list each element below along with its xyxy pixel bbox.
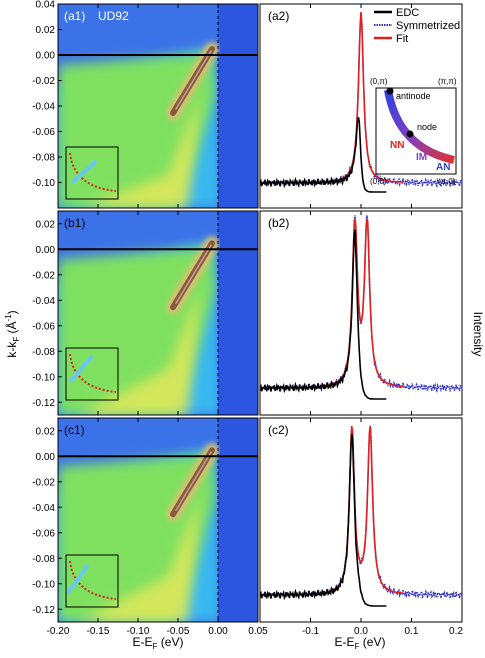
x-tick-label: 0.1 [405, 626, 419, 637]
y-tick-label: -0.10 [32, 178, 55, 189]
region-label-im: IM [416, 152, 427, 163]
map-image [58, 418, 258, 622]
sample-label: UD92 [98, 9, 129, 23]
bz-label: node [417, 122, 437, 132]
panel-label: (b1) [64, 216, 85, 230]
node-marker [406, 130, 414, 138]
y-tick-label: -0.10 [32, 579, 55, 590]
legend-label: Symmetrized [396, 20, 460, 32]
y-tick-label: -0.04 [32, 102, 55, 113]
antinode-marker [386, 87, 394, 95]
x-tick-label: -0.05 [167, 626, 190, 637]
x-tick-label: -0.15 [87, 626, 110, 637]
above-ef-region [218, 211, 258, 415]
y-tick-label: 0.00 [36, 51, 56, 62]
x-tick-label: 0.00 [208, 626, 228, 637]
y-tick-label: 0.02 [36, 426, 56, 437]
series-edc [259, 433, 387, 607]
y-tick-label: 0.04 [36, 0, 56, 11]
right-y-axis-label: Intensity [471, 312, 485, 357]
panel-label: (a2) [268, 9, 289, 23]
y-tick-label: -0.12 [32, 605, 55, 616]
y-tick-label: 0.02 [36, 219, 56, 230]
y-tick-label: -0.10 [32, 372, 55, 383]
inset-frame [65, 554, 119, 608]
map-frame [57, 210, 259, 416]
map-panel-a1: 0.04 0.02 0.00 -0.02 -0.04 -0.06 -0.08 -0.10 (a1… [32, 0, 259, 209]
above-ef-region [218, 4, 258, 208]
panel-label: (c2) [268, 423, 289, 437]
y-tick-label: -0.12 [32, 398, 55, 409]
panel-label: (c1) [64, 423, 85, 437]
bz-label: (0,π) [370, 77, 388, 86]
panel-label: (b2) [268, 216, 289, 230]
band-core [175, 50, 212, 110]
legend-label: EDC [396, 7, 419, 19]
inset-frame [65, 347, 119, 401]
left-x-axis-label: E-EF (eV) [133, 635, 184, 651]
map-panel-b1: 0.02 0.00 -0.02 -0.04 -0.06 -0.08 -0.10 -0.12 (b… [32, 210, 259, 416]
map-image [58, 211, 258, 415]
bz-label: (π,π) [438, 77, 457, 86]
bz-label: antinode [396, 91, 431, 101]
y-tick-label: -0.04 [32, 503, 55, 514]
edc-panel-b2: (b2) [259, 210, 463, 416]
inset-cut-line [68, 354, 94, 384]
panel-label: (a1) [64, 9, 85, 23]
y-tick-label: -0.02 [32, 76, 55, 87]
bz-label: (0,0) [370, 177, 387, 186]
map-cloud-high [78, 95, 200, 208]
y-tick-label: -0.02 [32, 477, 55, 488]
right-x-axis-label: E-EF (eV) [335, 635, 386, 651]
y-tick-label: -0.08 [32, 347, 55, 358]
y-tick-label: -0.06 [32, 321, 55, 332]
band-core [175, 451, 212, 511]
region-label-an: AN [436, 162, 450, 173]
y-tick-label: 0.00 [36, 245, 56, 256]
x-tick-label: 0.05 [248, 626, 268, 637]
y-tick-label: -0.06 [32, 528, 55, 539]
y-tick-label: 0.02 [36, 25, 56, 36]
above-ef-region [218, 418, 258, 622]
inset-cut-line [66, 563, 90, 595]
x-tick-label: -0.10 [127, 626, 150, 637]
y-tick-label: -0.02 [32, 270, 55, 281]
y-tick-label: -0.04 [32, 296, 55, 307]
x-tick-label: -0.1 [302, 626, 320, 637]
series-edc [259, 229, 387, 400]
series-edc [259, 117, 387, 193]
map-image [58, 4, 258, 208]
series-symmetrized [259, 426, 463, 601]
inset-cut-line [70, 159, 98, 185]
map-cloud-high [78, 289, 200, 415]
x-tick-label: -0.20 [47, 626, 70, 637]
region-label-nn: NN [390, 140, 404, 151]
map-frame [57, 417, 259, 623]
left-y-axis-label: k-kF (Å-1) [4, 310, 21, 357]
band-core [175, 244, 212, 304]
map-cloud-high [78, 496, 200, 622]
y-tick-label: 0.00 [36, 452, 56, 463]
y-tick-label: -0.08 [32, 554, 55, 565]
legend-label: Fit [396, 33, 408, 45]
x-tick-label: 0.0 [354, 626, 368, 637]
y-tick-label: -0.06 [32, 127, 55, 138]
bz-label: (π,0) [438, 177, 456, 186]
y-tick-label: -0.08 [32, 153, 55, 164]
x-tick-label: 0.2 [449, 626, 463, 637]
edc-panel-c2: (c2) [259, 417, 463, 623]
inset-frame [65, 146, 119, 200]
map-panel-c1: 0.02 0.00 -0.02 -0.04 -0.06 -0.08 -0.10 -0.12 (c… [32, 417, 259, 623]
